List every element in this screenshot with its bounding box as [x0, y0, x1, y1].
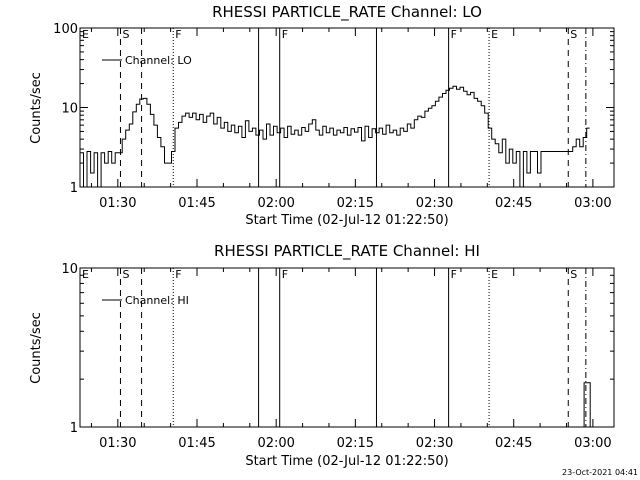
lo-y-axis-label: Counts/sec — [29, 72, 44, 144]
lo-x-tick-label: 02:15 — [337, 196, 374, 211]
hi-event-marker-label: F — [451, 268, 457, 281]
hi-y-tick-label: 1 — [70, 421, 78, 436]
hi-panel-title: RHESSI PARTICLE_RATE Channel: HI — [214, 242, 480, 261]
hi-event-marker-label: F — [282, 268, 288, 281]
lo-x-tick-label: 02:30 — [416, 196, 453, 211]
hi-data-series-line — [582, 382, 594, 428]
hi-y-tick-label: 10 — [61, 262, 78, 277]
hi-x-tick-label: 02:00 — [257, 436, 294, 451]
lo-event-marker-label: S — [122, 28, 129, 41]
lo-event-marker-label: E — [491, 28, 498, 41]
lo-event-marker-label: E — [82, 28, 89, 41]
footer-date: 23-Oct-2021 04:41 — [562, 468, 638, 477]
hi-event-marker-label: F — [175, 268, 181, 281]
hi-y-axis-label: Counts/sec — [29, 312, 44, 384]
hi-x-tick-label: 02:15 — [337, 436, 374, 451]
lo-x-tick-label: 02:00 — [257, 196, 294, 211]
lo-x-axis-label: Start Time (02-Jul-12 01:22:50) — [245, 213, 448, 228]
lo-plot-frame — [79, 27, 615, 188]
lo-x-tick-label: 01:45 — [178, 196, 215, 211]
hi-x-tick-label: 01:30 — [99, 436, 136, 451]
lo-y-tick-label: 100 — [53, 22, 78, 37]
hi-event-marker-label: S — [122, 268, 129, 281]
lo-data-series-line — [80, 85, 590, 188]
hi-plot-frame — [79, 267, 615, 428]
hi-x-tick-label: 03:00 — [574, 436, 611, 451]
hi-legend-label: Channel: HI — [125, 294, 189, 307]
hi-x-tick-label: 02:30 — [416, 436, 453, 451]
hi-event-marker-label: S — [570, 268, 577, 281]
lo-event-marker-label: F — [451, 28, 457, 41]
lo-x-tick-label: 02:45 — [495, 196, 532, 211]
lo-y-tick-label: 10 — [61, 102, 78, 117]
hi-x-axis-label: Start Time (02-Jul-12 01:22:50) — [245, 454, 448, 469]
hi-x-tick-label: 01:45 — [178, 436, 215, 451]
hi-event-marker-label: E — [82, 268, 89, 281]
lo-channel-panel: RHESSI PARTICLE_RATE Channel: LO Counts/… — [29, 3, 615, 228]
lo-event-marker-label: F — [175, 28, 181, 41]
lo-legend-label: Channel: LO — [125, 54, 192, 67]
hi-channel-panel: RHESSI PARTICLE_RATE Channel: HI Counts/… — [29, 242, 615, 469]
lo-y-tick-label: 1 — [70, 181, 78, 196]
lo-event-marker-label: F — [282, 28, 288, 41]
lo-event-marker-label: S — [570, 28, 577, 41]
lo-panel-title: RHESSI PARTICLE_RATE Channel: LO — [212, 3, 482, 22]
lo-x-tick-label: 01:30 — [99, 196, 136, 211]
hi-x-tick-label: 02:45 — [495, 436, 532, 451]
lo-x-tick-label: 03:00 — [574, 196, 611, 211]
hi-event-marker-label: E — [491, 268, 498, 281]
